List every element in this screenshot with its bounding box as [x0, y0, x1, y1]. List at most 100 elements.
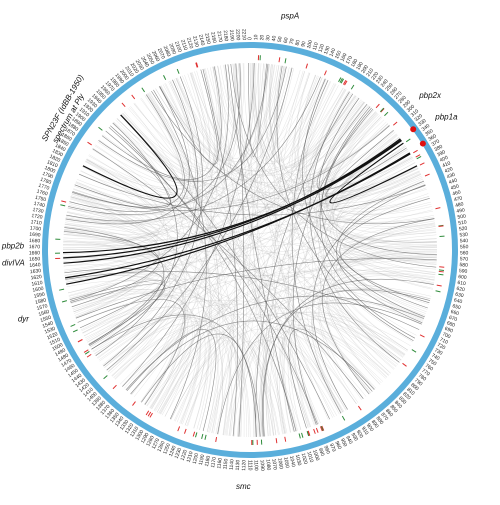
feature-mark — [62, 301, 67, 302]
feature-mark — [324, 71, 326, 76]
feature-mark — [177, 69, 179, 74]
tick-label: 1150 — [222, 458, 229, 470]
feature-mark — [420, 335, 424, 337]
link — [161, 86, 362, 172]
feature-mark — [61, 201, 66, 202]
feature-mark — [184, 429, 186, 434]
link — [109, 127, 318, 424]
link-layer — [63, 63, 437, 437]
feature-mark — [439, 271, 444, 272]
feature-mark — [148, 412, 151, 416]
feature-mark — [403, 363, 407, 366]
tick-label: 1140 — [229, 459, 236, 470]
feature-mark — [435, 208, 440, 209]
link — [83, 167, 376, 388]
feature-mark — [59, 289, 64, 290]
feature-mark — [420, 163, 424, 165]
gene-label: pbp2b — [1, 242, 25, 251]
feature-mark — [132, 95, 135, 99]
feature-mark — [285, 437, 286, 442]
feature-mark — [299, 434, 300, 439]
link — [203, 69, 238, 436]
feature-mark — [78, 340, 82, 342]
link — [185, 340, 231, 435]
link — [201, 70, 395, 369]
link — [337, 156, 437, 242]
feature-mark — [314, 429, 316, 434]
hotspot-mark — [420, 141, 426, 147]
feature-mark — [412, 350, 416, 353]
feature-mark — [60, 205, 65, 206]
link — [160, 337, 230, 435]
feature-mark — [439, 270, 444, 271]
tick-label: 1680 — [29, 238, 41, 244]
feature-mark — [98, 127, 102, 130]
link — [279, 289, 430, 434]
feature-mark — [205, 435, 206, 440]
feature-mark — [71, 324, 76, 326]
link — [70, 280, 163, 328]
feature-mark — [163, 75, 165, 79]
link — [341, 225, 436, 309]
gene-label: pbp2x — [418, 91, 442, 100]
tick-label: 1700 — [30, 225, 42, 232]
link — [172, 67, 289, 162]
feature-mark — [150, 413, 153, 417]
feature-mark — [302, 433, 303, 438]
feature-mark — [425, 174, 430, 176]
gene-label: divIVA — [2, 259, 25, 268]
tick-label: 1120 — [241, 460, 247, 471]
strong-link — [83, 115, 177, 198]
link — [65, 271, 419, 329]
feature-mark — [417, 156, 421, 158]
tick-label: 2190 — [228, 29, 235, 41]
feature-mark — [196, 432, 197, 437]
hotspot-mark — [410, 126, 416, 132]
feature-mark — [384, 112, 388, 116]
feature-mark — [439, 226, 444, 227]
tick-label: 1640 — [29, 262, 41, 269]
gene-label: smc — [236, 482, 251, 491]
feature-mark — [342, 416, 344, 420]
feature-mark — [279, 57, 280, 62]
tick-label: 1130 — [235, 459, 242, 470]
feature-mark — [178, 426, 180, 431]
feature-mark — [393, 122, 397, 125]
tick-label: 2210 — [240, 29, 246, 41]
feature-mark — [376, 104, 379, 108]
feature-mark — [351, 85, 354, 89]
tick-label: 1650 — [29, 256, 41, 262]
feature-mark — [104, 376, 108, 379]
feature-mark — [142, 88, 145, 92]
feature-mark — [316, 428, 318, 433]
feature-mark — [285, 58, 286, 63]
gene-label: pbp1a — [434, 112, 458, 121]
link — [63, 258, 223, 435]
feature-mark — [73, 330, 78, 332]
tick-label: 1670 — [29, 244, 40, 250]
tick-label: 1110 — [247, 460, 253, 471]
feature-mark — [406, 139, 410, 142]
feature-mark — [276, 438, 277, 443]
link — [93, 63, 240, 351]
link — [322, 107, 428, 308]
feature-mark — [413, 150, 417, 153]
tick-label: 1630 — [30, 268, 42, 275]
link — [98, 64, 235, 359]
link — [65, 273, 344, 412]
feature-mark — [132, 402, 135, 406]
feature-mark — [88, 142, 92, 145]
feature-mark — [146, 411, 149, 415]
tick-label: 2180 — [222, 30, 229, 42]
link — [65, 64, 269, 227]
feature-mark — [87, 354, 91, 357]
feature-mark — [193, 432, 194, 437]
tick-label: 2200 — [234, 29, 241, 41]
feature-mark — [358, 406, 361, 410]
feature-mark — [216, 437, 217, 442]
gene-label: dyr — [18, 315, 29, 324]
link — [64, 265, 260, 437]
feature-mark — [436, 291, 441, 292]
